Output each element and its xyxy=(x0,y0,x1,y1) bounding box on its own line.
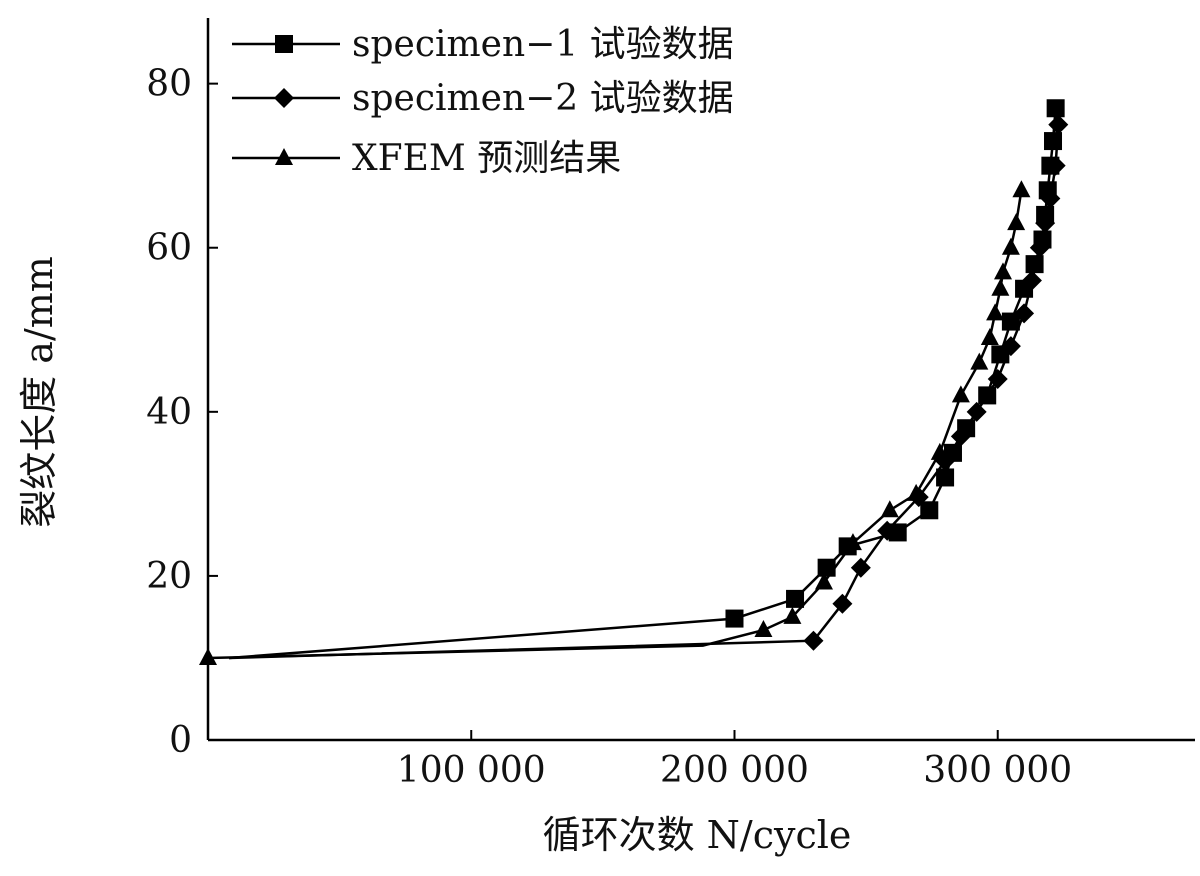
legend-marker-triangle xyxy=(275,148,293,165)
data-point-square xyxy=(1025,255,1044,274)
legend-label: specimen−2 试验数据 xyxy=(352,78,734,119)
data-point-square xyxy=(817,558,836,577)
legend-item: specimen−2 试验数据 xyxy=(232,78,734,119)
data-point-diamond xyxy=(1035,213,1056,234)
legend: specimen−1 试验数据 specimen−2 试验数据 XFEM 预测结果 xyxy=(232,24,734,179)
data-point-diamond xyxy=(1048,114,1069,135)
data-point-triangle xyxy=(930,442,949,460)
data-point-triangle xyxy=(986,303,1005,321)
series-line xyxy=(229,124,1060,660)
data-point-triangle xyxy=(951,385,970,403)
x-tick-label: 200 000 xyxy=(660,750,809,791)
series-2 xyxy=(229,114,1069,660)
y-tick-label: 80 xyxy=(146,64,192,105)
data-point-triangle xyxy=(907,483,926,501)
series-line xyxy=(207,190,1023,660)
legend-item: specimen−1 试验数据 xyxy=(232,24,734,65)
y-tick-label: 60 xyxy=(146,228,192,269)
y-tick-label: 40 xyxy=(146,392,192,433)
legend-marker-square xyxy=(275,35,293,53)
data-point-diamond xyxy=(832,593,853,614)
data-point-square xyxy=(920,501,939,520)
y-tick-label: 0 xyxy=(169,720,192,761)
data-point-triangle xyxy=(754,620,773,638)
legend-label: XFEM 预测结果 xyxy=(352,138,621,179)
data-point-triangle xyxy=(991,278,1010,296)
data-point-diamond xyxy=(877,520,898,541)
y-axis-title: 裂纹长度 a/mm xyxy=(17,256,61,528)
data-point-diamond xyxy=(1040,188,1061,209)
x-tick-label: 100 000 xyxy=(397,750,546,791)
data-point-triangle xyxy=(970,352,989,370)
data-point-square xyxy=(725,609,744,628)
data-point-square xyxy=(786,589,805,608)
data-point-triangle xyxy=(1001,237,1020,255)
data-point-triangle xyxy=(993,262,1012,280)
data-point-square xyxy=(936,468,955,487)
data-point-triangle xyxy=(843,533,862,551)
series-line xyxy=(229,108,1057,660)
data-point-diamond xyxy=(1014,303,1035,324)
series-layer xyxy=(199,99,1069,665)
tick-layer: 0 20 40 60 80 100 000 200 000 300 000 xyxy=(146,64,1072,791)
data-point-diamond xyxy=(1045,155,1066,176)
data-point-diamond xyxy=(850,557,871,578)
data-point-triangle xyxy=(783,606,802,624)
x-tick-label: 300 000 xyxy=(923,750,1072,791)
data-point-diamond xyxy=(1000,336,1021,357)
data-point-triangle xyxy=(980,327,999,345)
data-point-square xyxy=(1044,132,1063,151)
axes xyxy=(206,18,1195,742)
data-point-diamond xyxy=(1029,237,1050,258)
data-point-diamond xyxy=(950,426,971,447)
series-1 xyxy=(229,99,1065,660)
series-3 xyxy=(207,180,1031,660)
data-point-triangle xyxy=(1007,213,1026,231)
data-point-diamond xyxy=(987,369,1008,389)
data-point-diamond xyxy=(1021,270,1042,291)
data-point-triangle xyxy=(814,572,833,590)
data-point-square xyxy=(1001,312,1020,331)
x-axis-title: 循环次数 N/cycle xyxy=(543,813,852,857)
data-point-diamond xyxy=(803,630,824,651)
data-point-triangle xyxy=(880,500,899,518)
legend-marker-diamond xyxy=(274,88,294,108)
legend-label: specimen−1 试验数据 xyxy=(352,24,734,65)
y-tick-label: 20 xyxy=(146,556,192,597)
data-point-diamond xyxy=(966,401,987,422)
data-point-triangle xyxy=(1012,180,1031,198)
data-point-square xyxy=(1046,99,1065,118)
legend-item: XFEM 预测结果 xyxy=(232,138,621,179)
